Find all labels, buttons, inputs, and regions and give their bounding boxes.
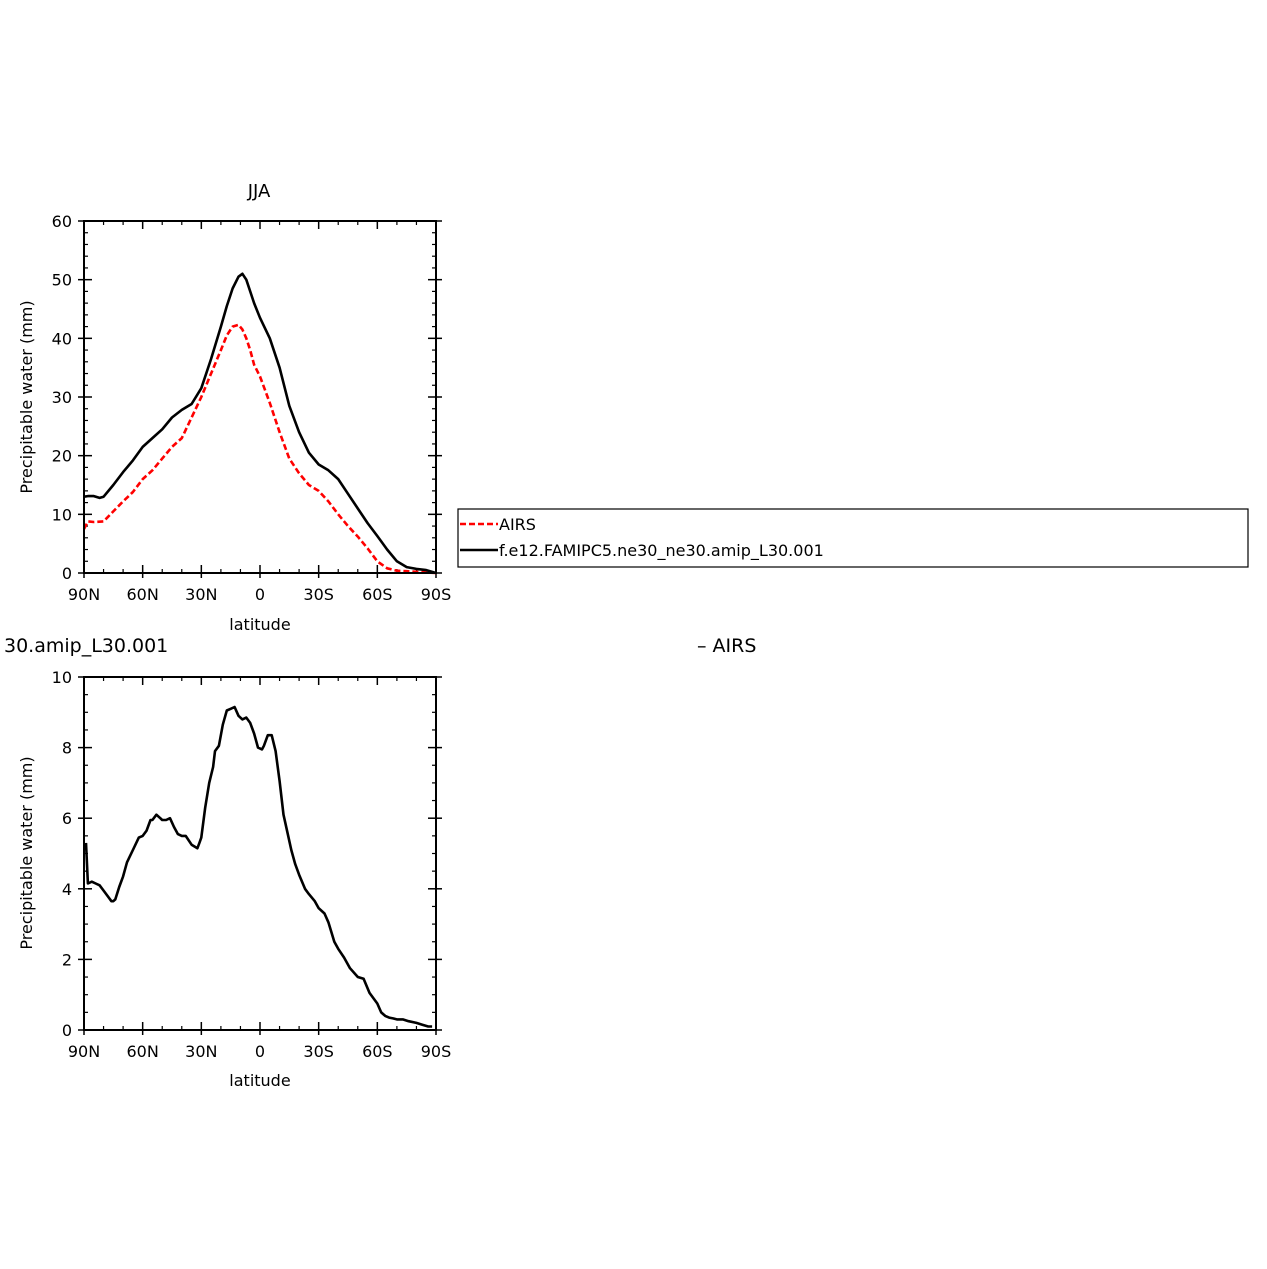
y-tick-label: 8	[62, 739, 72, 758]
y-tick-label: 60	[52, 212, 72, 231]
y-tick-label: 20	[52, 447, 72, 466]
y-tick-label: 10	[52, 505, 72, 524]
y-tick-label: 2	[62, 950, 72, 969]
plot-frame	[83, 676, 437, 1031]
x-tick-label: 60N	[127, 1042, 159, 1061]
plot-frame	[83, 220, 437, 574]
y-tick-label: 40	[52, 329, 72, 348]
y-axis-label: Precipitable water (mm)	[17, 300, 36, 493]
x-tick-label: 60N	[127, 585, 159, 604]
y-axis-label: Precipitable water (mm)	[17, 756, 36, 949]
tick-layer: 90N 60N 30N 0 30S 60S 90S 0 2 4 6 8 10	[52, 668, 452, 1061]
series-line	[84, 705, 433, 1028]
y-tick-label: 50	[52, 271, 72, 290]
y-tick-label: 10	[52, 668, 72, 687]
tick-layer: 90N 60N 30N 0 30S 60S 90S 0 10 20 30 40 50 60	[52, 212, 452, 604]
x-tick-label: 90S	[421, 585, 452, 604]
chart-title-left-fragment: 30.amip_L30.001	[4, 635, 168, 657]
y-tick-label: 0	[62, 1021, 72, 1040]
series-line-0	[82, 323, 437, 575]
x-tick-label: 30S	[303, 585, 334, 604]
chart-difference: 30.amip_L30.001 – AIRS 90N 60N 30N 0 30S 60S 9…	[4, 635, 756, 1090]
x-tick-label: 0	[255, 1042, 265, 1061]
x-tick-label: 30S	[303, 1042, 334, 1061]
x-tick-label: 90N	[68, 585, 100, 604]
x-tick-label: 30N	[185, 1042, 217, 1061]
legend-box	[457, 508, 1249, 568]
chart-jja: JJA 90N 60N 30N 0 30S 60S 90S 0 10 20 30 40 50 60 lat…	[17, 181, 451, 634]
chart-title-right-fragment: – AIRS	[697, 635, 756, 657]
chart-title: JJA	[247, 181, 271, 202]
legend-entry-model: f.e12.FAMIPC5.ne30_ne30.amip_L30.001	[499, 541, 824, 561]
y-tick-label: 6	[62, 809, 72, 828]
x-tick-label: 60S	[362, 1042, 393, 1061]
x-axis-label: latitude	[229, 1071, 290, 1090]
series-layer	[84, 705, 433, 1028]
y-tick-label: 30	[52, 388, 72, 407]
series-line-1	[83, 272, 437, 575]
y-tick-label: 4	[62, 880, 72, 899]
y-tick-label: 0	[62, 564, 72, 583]
legend-entry-airs: AIRS	[499, 515, 536, 534]
x-axis-label: latitude	[229, 615, 290, 634]
x-tick-label: 90N	[68, 1042, 100, 1061]
legend: AIRS f.e12.FAMIPC5.ne30_ne30.amip_L30.00…	[457, 508, 1249, 568]
x-tick-label: 30N	[185, 585, 217, 604]
x-tick-label: 90S	[421, 1042, 452, 1061]
series-layer	[82, 272, 437, 575]
x-tick-label: 0	[255, 585, 265, 604]
x-tick-label: 60S	[362, 585, 393, 604]
